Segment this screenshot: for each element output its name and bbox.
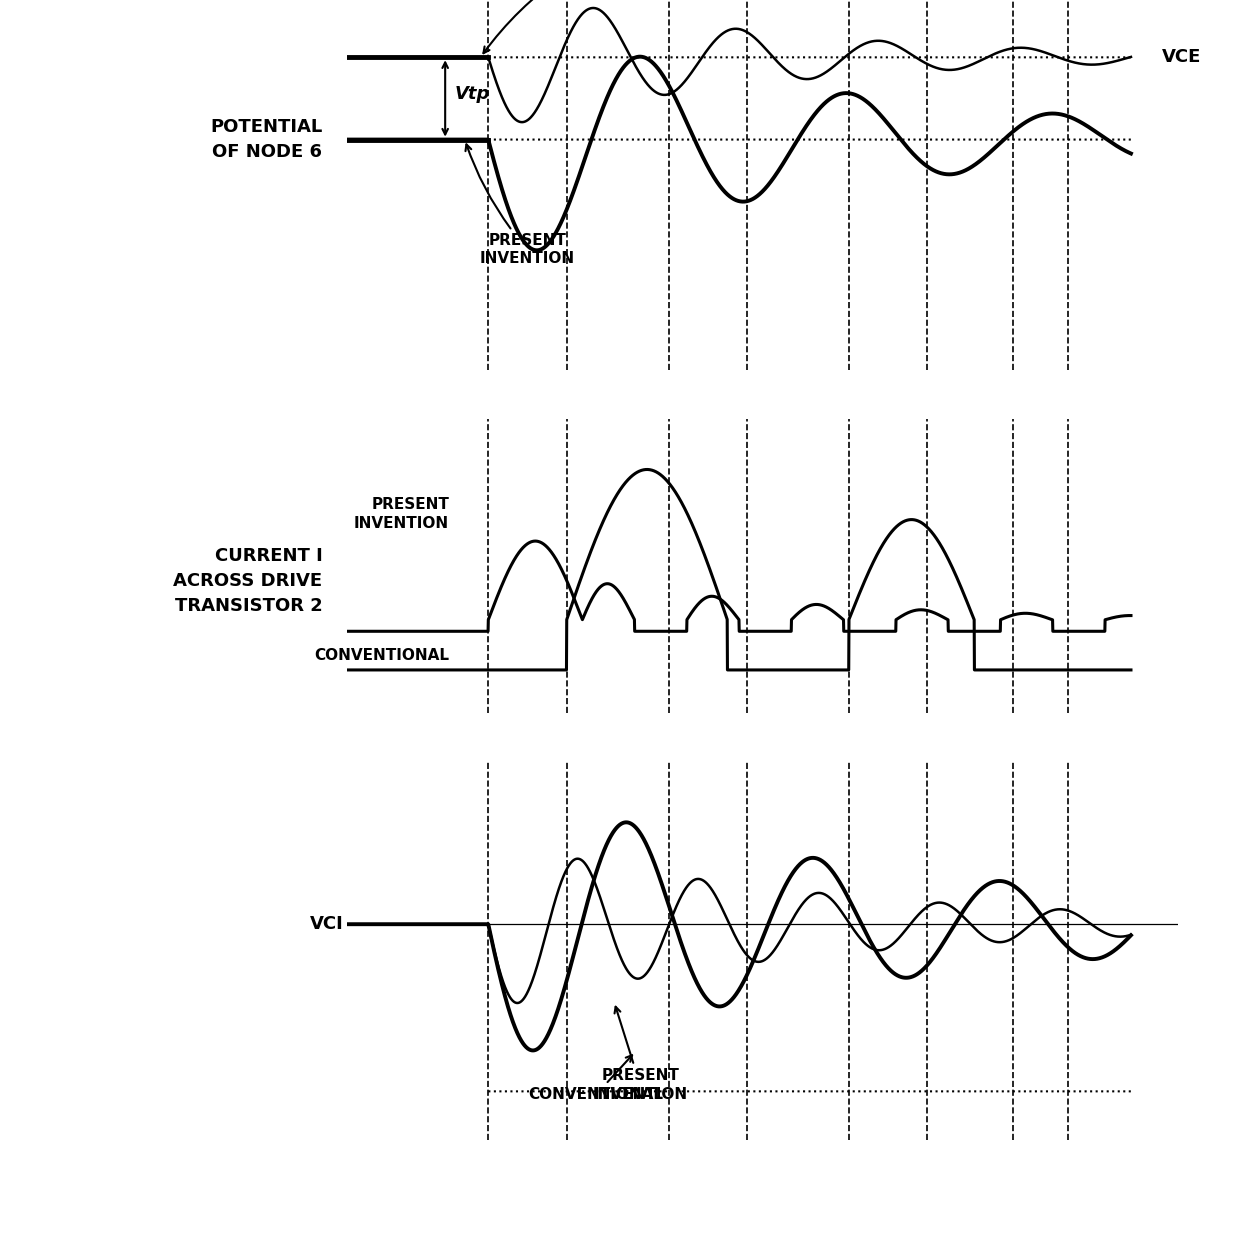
Text: PRESENT
INVENTION: PRESENT INVENTION [353,497,449,532]
Text: PRESENT
INVENTION: PRESENT INVENTION [465,145,575,266]
Text: VCE: VCE [1162,48,1202,67]
Text: CONVENTIONAL: CONVENTIONAL [484,0,650,53]
Text: CONVENTIONAL: CONVENTIONAL [528,1056,663,1101]
Text: VCI: VCI [310,916,343,933]
Text: Vtp: Vtp [455,85,490,103]
Text: CURRENT I
ACROSS DRIVE
TRANSISTOR 2: CURRENT I ACROSS DRIVE TRANSISTOR 2 [174,546,322,615]
Text: PRESENT
INVENTION: PRESENT INVENTION [593,1007,688,1101]
Text: POTENTIAL
OF NODE 6: POTENTIAL OF NODE 6 [210,118,322,161]
Text: CONVENTIONAL: CONVENTIONAL [314,648,449,663]
